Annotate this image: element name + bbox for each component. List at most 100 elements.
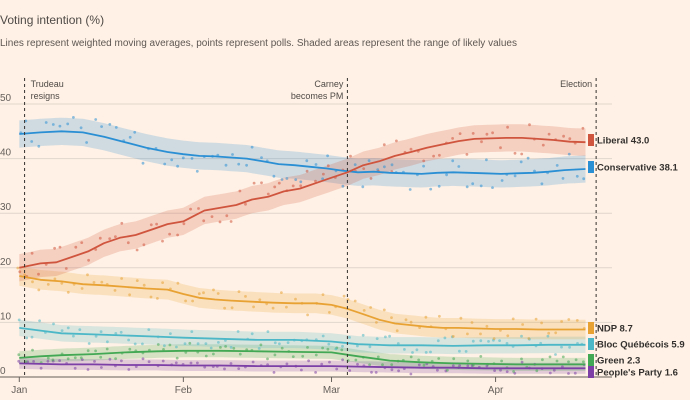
poll-point-green — [422, 363, 426, 367]
poll-point-liberal — [189, 207, 193, 211]
poll-point-green — [175, 356, 179, 360]
poll-point-liberal — [225, 214, 229, 218]
poll-point-ndp — [252, 305, 256, 309]
poll-point-conservative — [44, 121, 48, 124]
poll-point-people-s-party — [573, 371, 577, 375]
poll-point-bloc-qu-b-cois — [278, 342, 281, 346]
poll-point-liberal — [349, 154, 352, 158]
poll-point-people-s-party — [285, 362, 289, 366]
poll-point-bloc-qu-b-cois — [505, 342, 509, 345]
poll-point-people-s-party — [108, 357, 112, 361]
poll-point-conservative — [422, 164, 425, 168]
poll-point-people-s-party — [46, 359, 50, 363]
poll-point-liberal — [451, 137, 454, 140]
poll-point-bloc-qu-b-cois — [411, 351, 414, 354]
poll-point-bloc-qu-b-cois — [388, 334, 391, 338]
poll-point-liberal — [155, 222, 159, 226]
poll-point-liberal — [126, 241, 130, 245]
poll-point-ndp — [37, 288, 41, 292]
poll-point-conservative — [390, 163, 394, 167]
poll-point-bloc-qu-b-cois — [273, 341, 277, 345]
poll-point-people-s-party — [229, 362, 233, 365]
poll-point-ndp — [237, 290, 241, 293]
poll-point-green — [128, 347, 132, 351]
poll-point-liberal — [362, 167, 366, 171]
poll-point-liberal — [382, 143, 386, 147]
poll-point-conservative — [485, 158, 488, 162]
poll-point-green — [479, 355, 483, 358]
poll-point-bloc-qu-b-cois — [568, 345, 571, 349]
poll-point-green — [452, 357, 456, 361]
poll-point-ndp — [506, 334, 510, 338]
poll-point-liberal — [218, 220, 222, 224]
poll-point-green — [66, 357, 70, 361]
poll-point-ndp — [369, 306, 372, 309]
poll-point-liberal — [369, 177, 373, 180]
poll-point-people-s-party — [314, 371, 317, 374]
poll-point-bloc-qu-b-cois — [520, 334, 523, 338]
poll-point-people-s-party — [223, 367, 226, 371]
poll-point-people-s-party — [73, 366, 77, 370]
poll-point-people-s-party — [307, 359, 310, 363]
poll-point-ndp — [80, 287, 84, 290]
poll-point-green — [582, 360, 585, 364]
poll-point-green — [212, 352, 215, 356]
poll-point-ndp — [128, 293, 132, 297]
poll-point-conservative — [437, 184, 441, 188]
legend-swatch-people-s-party — [588, 366, 594, 378]
poll-point-ndp — [149, 295, 153, 299]
poll-point-bloc-qu-b-cois — [94, 334, 98, 338]
poll-point-people-s-party — [370, 370, 373, 374]
poll-point-conservative — [231, 153, 234, 156]
poll-point-people-s-party — [348, 369, 352, 372]
poll-point-conservative — [383, 165, 386, 169]
poll-point-green — [326, 347, 330, 351]
poll-point-people-s-party — [397, 369, 400, 373]
poll-point-ndp — [223, 306, 227, 310]
poll-point-liberal — [98, 236, 102, 240]
poll-point-green — [409, 355, 413, 359]
poll-point-bloc-qu-b-cois — [384, 335, 387, 339]
poll-point-bloc-qu-b-cois — [229, 346, 233, 349]
poll-point-liberal — [299, 184, 303, 188]
poll-point-ndp — [31, 280, 34, 284]
poll-point-ndp — [16, 266, 20, 270]
poll-point-conservative — [429, 187, 433, 191]
poll-point-bloc-qu-b-cois — [114, 332, 118, 335]
poll-point-ndp — [66, 290, 70, 294]
poll-point-ndp — [280, 291, 283, 294]
poll-point-ndp — [547, 331, 551, 335]
poll-point-bloc-qu-b-cois — [560, 345, 563, 349]
poll-point-conservative — [445, 173, 448, 177]
poll-point-people-s-party — [58, 359, 61, 362]
poll-point-people-s-party — [127, 368, 131, 371]
line-green — [19, 349, 586, 366]
poll-point-people-s-party — [237, 367, 241, 370]
poll-point-liberal — [135, 248, 139, 252]
poll-point-liberal — [291, 184, 295, 188]
poll-point-bloc-qu-b-cois — [356, 344, 359, 348]
y-tick-label: 20 — [0, 257, 12, 268]
poll-point-liberal — [568, 137, 572, 141]
poll-point-bloc-qu-b-cois — [119, 330, 123, 334]
poll-point-liberal — [229, 220, 233, 223]
poll-point-bloc-qu-b-cois — [250, 332, 254, 336]
poll-point-ndp — [567, 318, 571, 321]
poll-point-bloc-qu-b-cois — [183, 342, 187, 345]
poll-point-people-s-party — [335, 367, 339, 371]
y-tick-label: 10 — [0, 311, 12, 322]
poll-point-liberal — [326, 164, 330, 168]
poll-point-green — [390, 363, 394, 366]
poll-point-green — [417, 358, 421, 362]
poll-point-conservative — [540, 182, 544, 186]
poll-point-ndp — [342, 294, 346, 298]
poll-point-green — [273, 353, 277, 357]
poll-point-green — [446, 368, 449, 372]
poll-point-conservative — [272, 174, 276, 178]
poll-point-conservative — [190, 157, 194, 160]
poll-point-bloc-qu-b-cois — [127, 338, 130, 342]
poll-point-ndp — [575, 319, 579, 322]
poll-point-bloc-qu-b-cois — [334, 347, 338, 351]
